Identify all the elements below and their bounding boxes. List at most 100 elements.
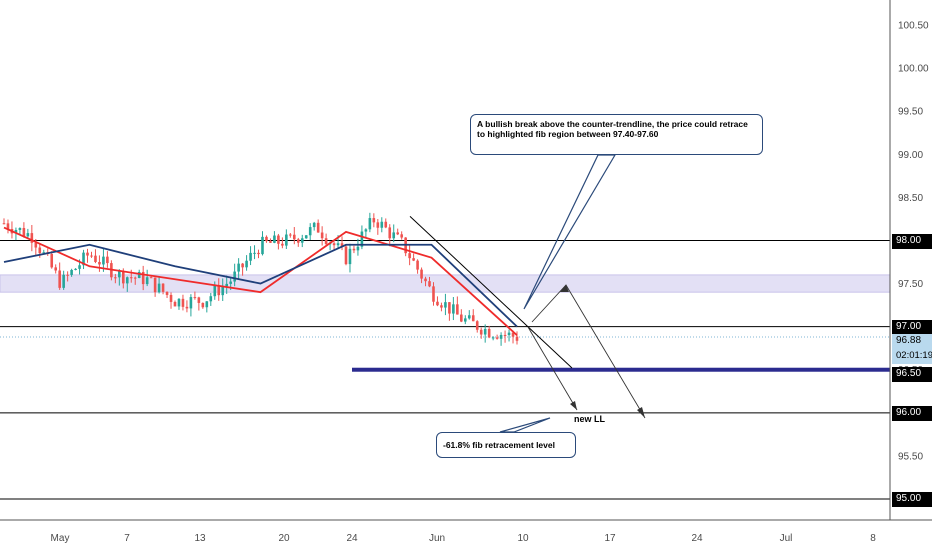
candle-bearish xyxy=(293,234,296,240)
candle-bearish xyxy=(316,222,320,233)
x-tick-label: 24 xyxy=(346,533,358,544)
candle-bearish xyxy=(428,281,431,287)
level-tag-98: 98.00 xyxy=(892,234,932,249)
candle-bullish xyxy=(62,274,65,288)
x-tick-label: 24 xyxy=(691,533,703,544)
candle-bullish xyxy=(245,260,248,268)
y-tick-label: 97.50 xyxy=(898,279,923,290)
candle-bearish xyxy=(277,235,280,244)
candle-bullish xyxy=(26,233,30,237)
candle-bearish xyxy=(479,329,483,335)
fib-zone-97-40-97-60 xyxy=(0,274,891,293)
candle-bearish xyxy=(54,267,57,271)
candle-bearish xyxy=(515,336,519,341)
candle-bearish xyxy=(141,271,145,285)
candle-bearish xyxy=(511,332,515,337)
support-line-96-50[interactable] xyxy=(352,367,890,372)
candle-bullish xyxy=(177,298,181,307)
candle-bullish xyxy=(14,230,18,234)
y-tick-label: 99.50 xyxy=(898,107,923,118)
x-tick-label: 7 xyxy=(124,533,130,544)
projection-path-bearish[interactable] xyxy=(527,326,578,411)
candle-bullish xyxy=(225,283,228,287)
candle-bearish xyxy=(332,243,336,246)
candle-bearish xyxy=(165,291,169,295)
callout-main-pointer xyxy=(523,154,617,310)
candle-bearish xyxy=(296,239,300,243)
candle-bearish xyxy=(416,260,419,270)
candle-bearish xyxy=(241,263,244,268)
candle-bearish xyxy=(487,328,491,338)
candle-bullish xyxy=(213,285,217,297)
candle-bearish xyxy=(149,277,153,279)
candle-bearish xyxy=(161,283,165,292)
candle-bullish xyxy=(491,337,495,339)
candle-bearish xyxy=(352,248,356,251)
candle-bearish xyxy=(320,232,324,239)
level-tag-97: 97.00 xyxy=(892,320,932,335)
candle-bearish xyxy=(201,302,205,308)
candle-bearish xyxy=(94,255,97,262)
candle-bullish xyxy=(308,227,312,236)
candle-bearish xyxy=(388,227,392,239)
candle-bullish xyxy=(18,227,22,231)
candle-bullish xyxy=(356,246,360,251)
level-tag-965: 96.50 xyxy=(892,367,932,382)
candle-bullish xyxy=(74,268,77,270)
counter-trendline[interactable] xyxy=(409,215,573,369)
candle-bearish xyxy=(471,315,475,322)
red-moving-average xyxy=(3,226,518,336)
candle-bullish xyxy=(42,252,46,254)
candle-bullish xyxy=(78,265,81,269)
candle-bearish xyxy=(408,253,411,259)
candle-bearish xyxy=(185,306,189,309)
candle-bearish xyxy=(58,270,61,288)
candle-bullish xyxy=(285,234,288,246)
candle-bullish xyxy=(452,304,455,314)
projection-path-bullish[interactable] xyxy=(531,284,646,419)
candle-bullish xyxy=(145,277,149,285)
candle-bearish xyxy=(400,234,403,238)
x-tick-label: 10 xyxy=(517,533,529,544)
y-tick-label: 98.50 xyxy=(898,193,923,204)
candle-bullish xyxy=(304,235,308,239)
candle-bearish xyxy=(6,223,10,229)
level-tag-96: 96.00 xyxy=(892,406,932,421)
candle-bullish xyxy=(229,281,232,284)
x-tick-label: May xyxy=(51,533,70,544)
candle-bullish xyxy=(118,271,121,278)
candle-bearish xyxy=(376,222,380,228)
last-price-tag: 96.88 xyxy=(892,334,932,349)
candle-bearish xyxy=(440,305,443,308)
candle-bearish xyxy=(66,274,69,276)
candle-bullish xyxy=(253,252,256,254)
candle-bearish xyxy=(503,334,507,336)
candle-bullish xyxy=(157,283,161,293)
candle-bearish xyxy=(432,286,435,302)
y-tick-label: 100.00 xyxy=(898,64,929,75)
candle-bearish xyxy=(475,321,479,330)
candle-bullish xyxy=(467,315,471,319)
candle-bearish xyxy=(269,241,272,243)
arrow-head xyxy=(570,401,577,410)
x-tick-label: 13 xyxy=(194,533,206,544)
callout-main: A bullish break above the counter-trendl… xyxy=(470,114,763,155)
candle-bullish xyxy=(189,297,193,309)
candle-bullish xyxy=(82,252,85,266)
countdown-tag: 02:01:19 xyxy=(892,349,932,364)
candle-bullish xyxy=(300,238,304,243)
blue-moving-average xyxy=(3,243,518,328)
arrow-head xyxy=(637,407,645,418)
label-new-ll: new LL xyxy=(574,414,605,424)
candle-bearish xyxy=(412,258,415,261)
candle-bearish xyxy=(372,218,376,223)
candle-bullish xyxy=(364,229,368,232)
candle-bullish xyxy=(336,243,340,246)
candle-bearish xyxy=(90,255,93,257)
candle-bearish xyxy=(181,298,185,307)
candle-bullish xyxy=(380,221,384,228)
candle-bearish xyxy=(217,285,221,296)
candle-bullish xyxy=(392,232,396,239)
